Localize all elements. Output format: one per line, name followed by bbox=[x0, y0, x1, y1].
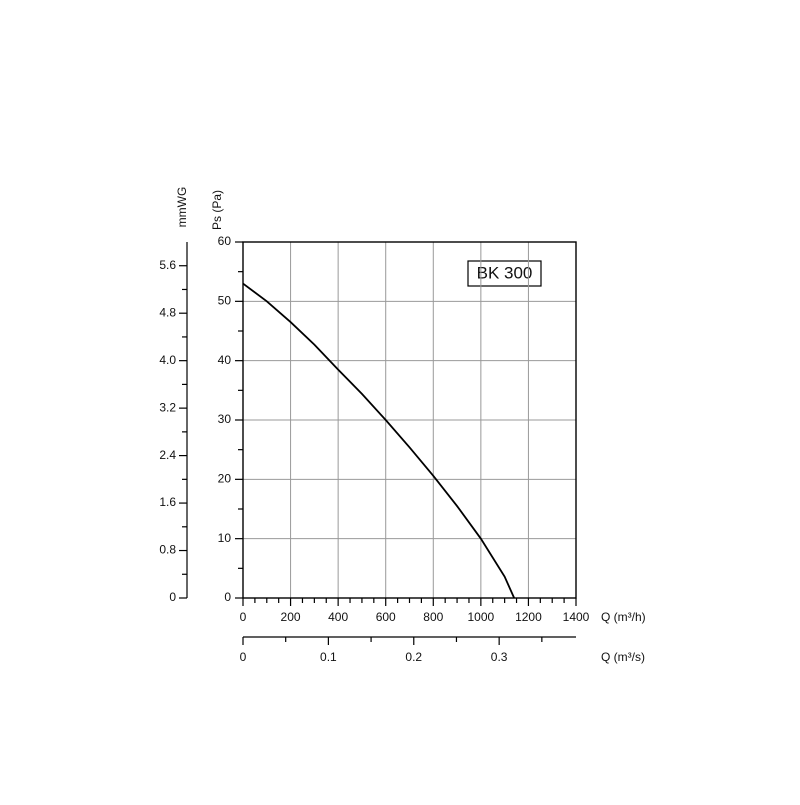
y2-tick-label: 3.2 bbox=[159, 400, 176, 414]
x-tick-label: 0 bbox=[240, 610, 247, 624]
x-axis-title: Q (m³/h) bbox=[601, 610, 646, 624]
chart-title: BK 300 bbox=[477, 263, 533, 282]
y-tick-label: 50 bbox=[218, 294, 232, 308]
y2-tick-label: 4.8 bbox=[159, 305, 176, 319]
x-tick-label: 1200 bbox=[515, 610, 542, 624]
x2-tick-label: 0.2 bbox=[405, 650, 422, 664]
x2-tick-label: 0 bbox=[240, 650, 247, 664]
x-tick-label: 200 bbox=[281, 610, 301, 624]
x2-axis-title: Q (m³/s) bbox=[601, 650, 645, 664]
y-axis-title: Ps (Pa) bbox=[210, 190, 224, 230]
x2-tick-label: 0.1 bbox=[320, 650, 337, 664]
y2-tick-label: 0.8 bbox=[159, 543, 176, 557]
y2-tick-label: 0 bbox=[169, 590, 176, 604]
y2-tick-label: 5.6 bbox=[159, 258, 176, 272]
x-tick-label: 800 bbox=[423, 610, 443, 624]
x-tick-label: 600 bbox=[376, 610, 396, 624]
y-tick-label: 0 bbox=[224, 590, 231, 604]
x-tick-label: 400 bbox=[328, 610, 348, 624]
x2-tick-label: 0.3 bbox=[491, 650, 508, 664]
y-tick-label: 60 bbox=[218, 234, 232, 248]
y2-tick-label: 2.4 bbox=[159, 448, 176, 462]
y-tick-label: 20 bbox=[218, 472, 232, 486]
fan-curve bbox=[242, 282, 515, 599]
y2-tick-label: 4.0 bbox=[159, 353, 176, 367]
y2-axis-title: mmWG bbox=[175, 187, 189, 228]
y-tick-label: 10 bbox=[218, 531, 232, 545]
x-tick-label: 1400 bbox=[563, 610, 590, 624]
y-tick-label: 40 bbox=[218, 353, 232, 367]
plot-frame bbox=[242, 241, 577, 599]
y2-tick-label: 1.6 bbox=[159, 495, 176, 509]
x-tick-label: 1000 bbox=[468, 610, 495, 624]
y-tick-label: 30 bbox=[218, 412, 232, 426]
